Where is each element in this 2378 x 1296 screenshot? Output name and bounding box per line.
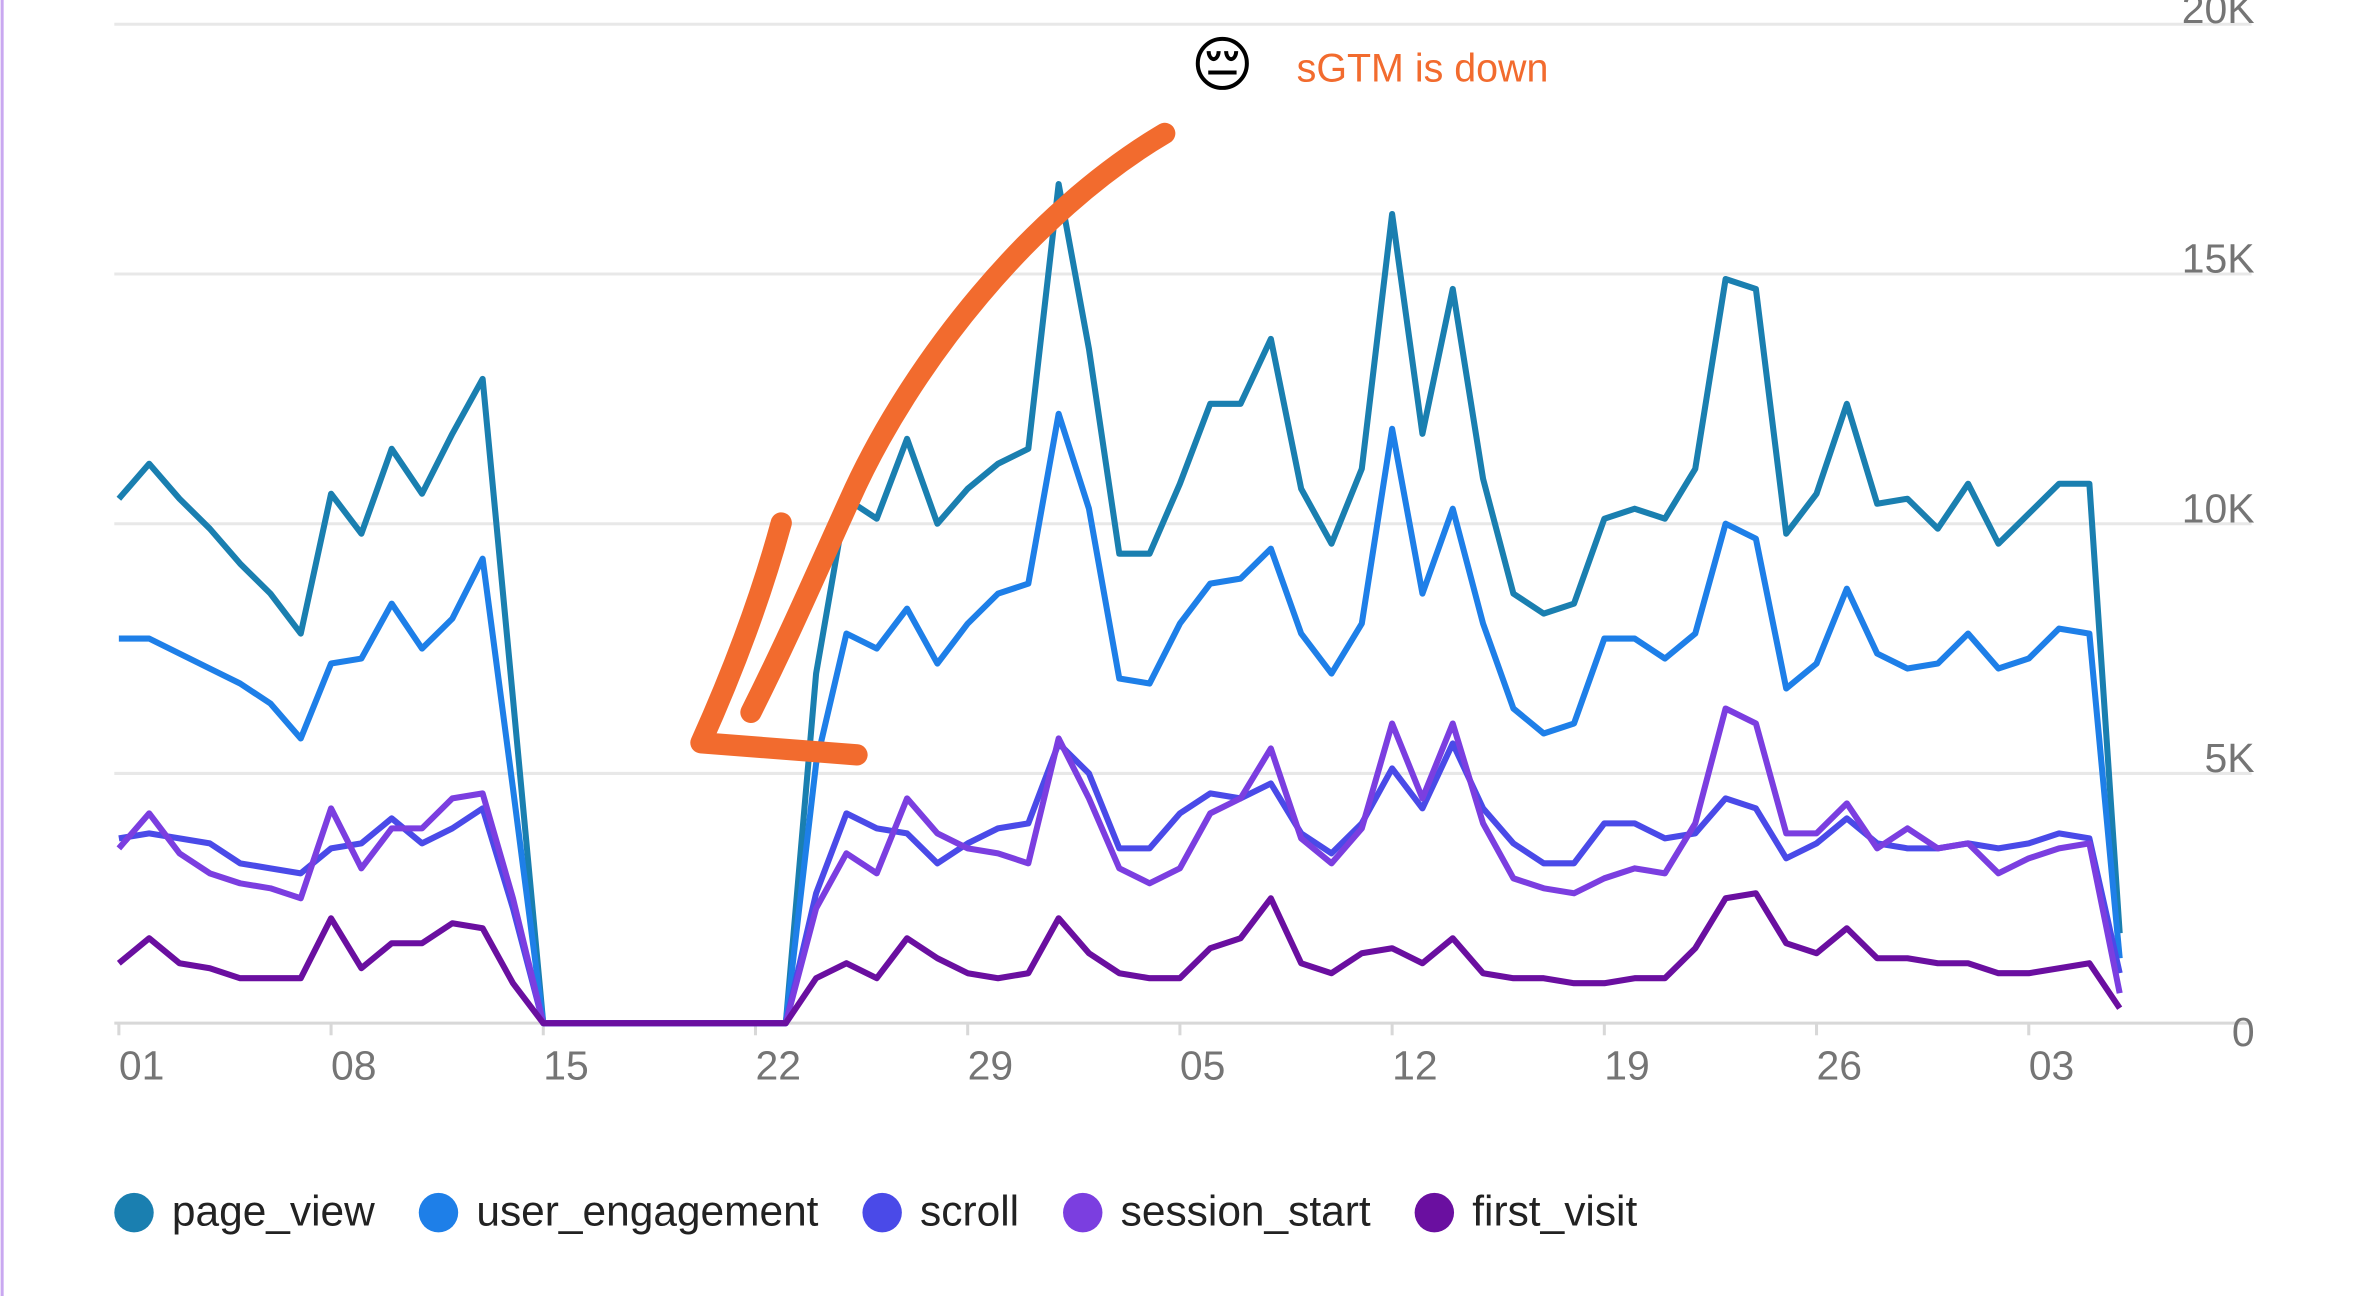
x-tick-label: 22 (755, 1042, 801, 1088)
legend-swatch (1414, 1192, 1455, 1233)
legend-label: first_visit (1472, 1187, 1637, 1234)
y-tick-label: 15K (2182, 236, 2255, 282)
y-tick-label: 5K (2205, 735, 2255, 781)
x-tick-label: 19 (1604, 1042, 1650, 1088)
x-tick-label: 05 (1180, 1042, 1226, 1088)
series-line (116, 890, 2123, 1027)
legend-label: scroll (920, 1187, 1019, 1234)
x-tick-label: 08 (331, 1042, 377, 1088)
series-line (116, 705, 2123, 1027)
legend: page_view user_engagement scroll session_st… (114, 1187, 1637, 1234)
annotation-arrowhead (690, 512, 868, 766)
legend-label: user_engagement (476, 1187, 818, 1234)
x-tick-label: 26 (1817, 1042, 1863, 1088)
legend-swatch (418, 1192, 459, 1233)
x-tick-label: 12 (1392, 1042, 1438, 1088)
series-line (118, 410, 2123, 1027)
legend-swatch (862, 1192, 902, 1233)
x-tick-label: 01 (119, 1042, 165, 1088)
lines (116, 181, 2123, 1027)
x-tick-label: 15 (543, 1042, 589, 1088)
annotation-emoji: 😔 (1191, 31, 1254, 99)
grid: 0 5K 10K 15K 20K 01 08 15 22 29 05 12 19 26 03 (114, 0, 2255, 1088)
legend-swatch (114, 1192, 154, 1233)
series-line (118, 740, 2123, 1027)
series-line (116, 181, 2123, 1027)
annotation: sGTM is down (1297, 47, 1549, 91)
x-tick-label: 03 (2029, 1042, 2075, 1088)
legend-swatch (1063, 1192, 1103, 1233)
annotation-arrow (740, 122, 1176, 724)
y-tick-label: 20K (2182, 0, 2255, 32)
y-tick-label: 0 (2232, 1009, 2255, 1055)
x-tick-label: 29 (968, 1042, 1014, 1088)
y-tick-label: 10K (2182, 485, 2255, 531)
legend-label: page_view (172, 1187, 375, 1234)
legend-label: session_start (1121, 1187, 1371, 1234)
